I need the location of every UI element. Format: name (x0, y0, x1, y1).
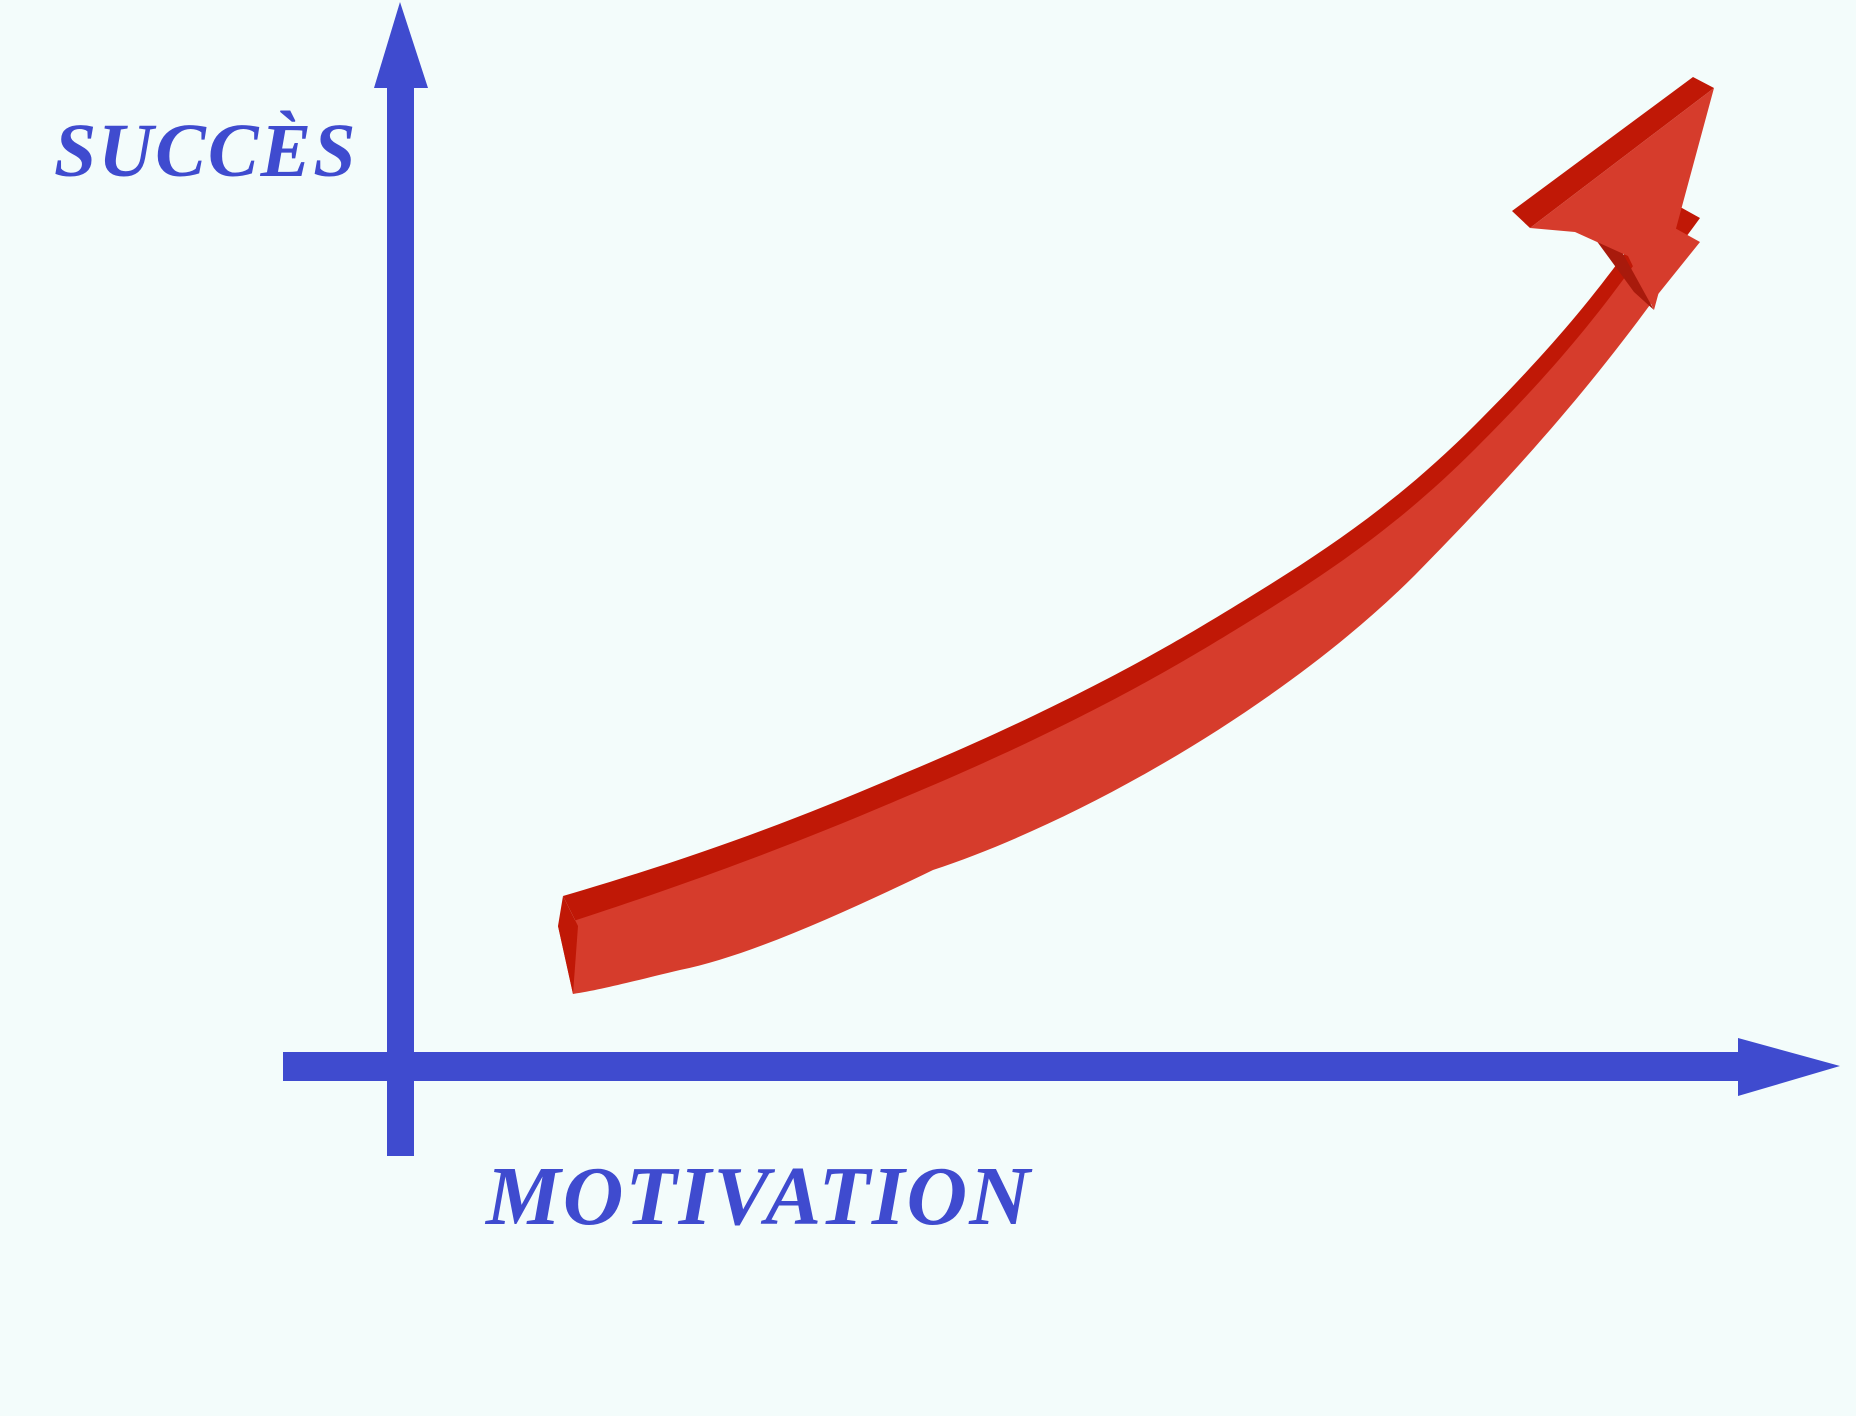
y-axis-line (387, 84, 414, 1156)
x-axis-line (283, 1052, 1743, 1081)
arrow-top-face (563, 198, 1700, 926)
arrow-tail-cap (558, 896, 578, 994)
series-arrow (558, 77, 1714, 994)
arrow-head-top (1512, 77, 1714, 228)
y-axis-label: SUCCÈS (54, 109, 358, 193)
arrow-head-front (1530, 88, 1714, 310)
y-axis-arrowhead (374, 2, 428, 88)
arrow-front-face (558, 222, 1700, 994)
x-axis-arrowhead (1738, 1038, 1840, 1096)
x-axis-label: MOTIVATION (486, 1150, 1032, 1243)
